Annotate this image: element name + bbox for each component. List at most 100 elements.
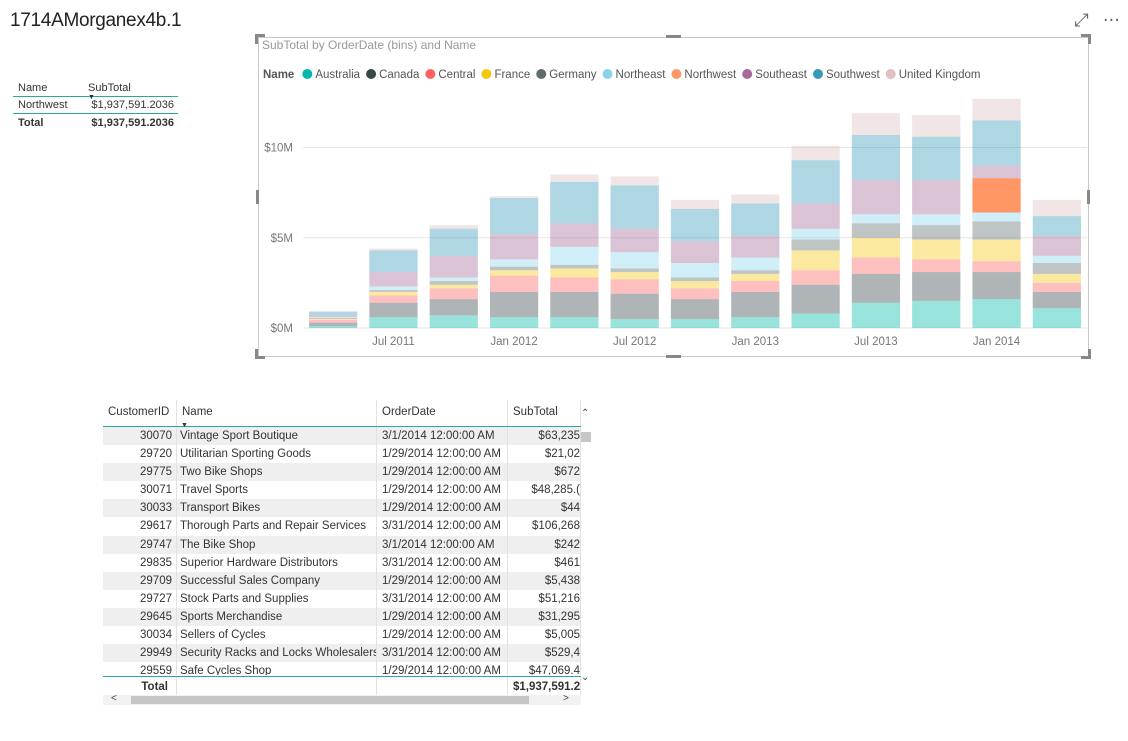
bar-segment-france[interactable] xyxy=(309,318,358,320)
bar-segment-france[interactable] xyxy=(429,284,478,289)
bar-segment-central[interactable] xyxy=(731,281,780,292)
bar-segment-australia[interactable] xyxy=(309,326,358,328)
bar-segment-northeast[interactable] xyxy=(1032,255,1081,264)
bar-segment-canada[interactable] xyxy=(489,291,539,318)
bar-segment-southwest[interactable] xyxy=(670,208,720,242)
bar-segment-germany[interactable] xyxy=(309,318,358,319)
bar-segment-united-kingdom[interactable] xyxy=(550,174,599,182)
bar-segment-canada[interactable] xyxy=(912,272,961,301)
table-row[interactable]: 30071 Travel Sports 1/29/2014 12:00:00 AM $… xyxy=(103,481,581,500)
bar-segment-central[interactable] xyxy=(1032,282,1081,292)
bar-segment-united-kingdom[interactable] xyxy=(309,310,358,312)
table-row[interactable]: 29727 Stock Parts and Supplies 3/31/2014 1… xyxy=(103,589,581,608)
bar-segment-germany[interactable] xyxy=(1032,263,1081,274)
bar-segment-northeast[interactable] xyxy=(791,228,840,240)
bar-segment-southwest[interactable] xyxy=(1032,216,1081,236)
vertical-scrollbar[interactable]: ⌃ ⌄ xyxy=(581,408,591,688)
bar-segment-france[interactable] xyxy=(610,272,659,280)
focus-mode-icon[interactable]: ⤢ xyxy=(1074,10,1089,31)
bar-segment-australia[interactable] xyxy=(489,317,539,328)
table-row[interactable]: 29720 Utilitarian Sporting Goods 1/29/2014… xyxy=(103,445,581,464)
bar-segment-southwest[interactable] xyxy=(912,136,961,181)
bar-segment-france[interactable] xyxy=(912,239,961,260)
bar-segment-southeast[interactable] xyxy=(429,255,478,278)
scroll-up-icon[interactable]: ⌃ xyxy=(581,408,590,419)
bar-segment-united-kingdom[interactable] xyxy=(369,248,418,251)
bar-segment-germany[interactable] xyxy=(851,223,901,238)
bar-segment-northeast[interactable] xyxy=(610,252,659,269)
column-header-orderdate[interactable]: OrderDate xyxy=(377,400,508,426)
bar-segment-central[interactable] xyxy=(489,275,539,292)
table-row[interactable]: 29617 Thorough Parts and Repair Services 3… xyxy=(103,517,581,536)
bar-segment-northeast[interactable] xyxy=(731,257,780,271)
bar-segment-southwest[interactable] xyxy=(309,311,358,316)
bar-segment-northeast[interactable] xyxy=(550,246,599,265)
bar-segment-southeast[interactable] xyxy=(1032,235,1081,256)
bar-segment-canada[interactable] xyxy=(369,302,418,318)
bar-segment-united-kingdom[interactable] xyxy=(791,145,840,161)
more-options-icon[interactable]: ··· xyxy=(1102,10,1120,31)
table-row[interactable]: 29949 Security Racks and Locks Wholesaler… xyxy=(103,644,581,663)
bar-segment-southwest[interactable] xyxy=(429,228,478,256)
column-header-subtotal[interactable]: SubTotal ▼ xyxy=(88,82,178,101)
bar-segment-southeast[interactable] xyxy=(972,165,1021,179)
bar-segment-australia[interactable] xyxy=(610,318,659,328)
resize-handle-top[interactable] xyxy=(666,35,681,38)
resize-handle-top-right[interactable] xyxy=(1081,34,1091,44)
bar-segment-southwest[interactable] xyxy=(972,120,1021,166)
column-header-subtotal[interactable]: SubTotal xyxy=(508,400,581,426)
column-header-name[interactable]: Name xyxy=(18,82,48,94)
bar-segment-southwest[interactable] xyxy=(791,160,840,204)
table-body[interactable]: 30070 Vintage Sport Boutique 3/1/2014 12:0… xyxy=(103,427,581,675)
bar-segment-france[interactable] xyxy=(670,281,720,289)
resize-handle-left[interactable] xyxy=(256,190,259,204)
bar-segment-canada[interactable] xyxy=(1032,291,1081,309)
bar-segment-northwest[interactable] xyxy=(972,178,1021,213)
bar-segment-central[interactable] xyxy=(369,295,418,303)
bar-segment-canada[interactable] xyxy=(791,284,840,314)
resize-handle-bottom-right[interactable] xyxy=(1081,349,1091,359)
bar-segment-germany[interactable] xyxy=(731,270,780,274)
table-row[interactable]: 29559 Safe Cycles Shop 1/29/2014 12:00:00 … xyxy=(103,662,581,675)
bar-segment-united-kingdom[interactable] xyxy=(731,194,780,204)
table-row[interactable]: 29775 Two Bike Shops 1/29/2014 12:00:00 AM… xyxy=(103,463,581,482)
horizontal-scroll-thumb[interactable] xyxy=(131,696,529,704)
bar-segment-northeast[interactable] xyxy=(670,263,720,278)
column-header-customerid[interactable]: CustomerID xyxy=(103,400,177,426)
bar-segment-northeast[interactable] xyxy=(489,259,539,267)
bar-segment-canada[interactable] xyxy=(309,322,358,327)
bar-segment-australia[interactable] xyxy=(550,317,599,328)
bar-segment-southeast[interactable] xyxy=(670,241,720,264)
bar-segment-southwest[interactable] xyxy=(489,198,539,235)
table-row[interactable]: 29835 Superior Hardware Distributors 3/31/… xyxy=(103,553,581,572)
bar-segment-southwest[interactable] xyxy=(851,134,901,181)
resize-handle-top-left[interactable] xyxy=(255,34,265,44)
bar-segment-france[interactable] xyxy=(369,291,418,296)
bar-segment-australia[interactable] xyxy=(1032,308,1081,328)
bar-segment-northeast[interactable] xyxy=(309,317,358,319)
bar-segment-southeast[interactable] xyxy=(610,228,659,253)
stacked-column-chart[interactable]: $0M $5M $10M Jul 2011 Jan 2012 Jul 2012 Jan 20… xyxy=(258,37,1093,360)
resize-handle-bottom[interactable] xyxy=(666,355,681,358)
bar-segment-united-kingdom[interactable] xyxy=(670,199,720,209)
bar-segment-germany[interactable] xyxy=(791,239,840,251)
bar-segment-france[interactable] xyxy=(489,270,539,276)
bar-segment-northeast[interactable] xyxy=(972,212,1021,222)
bar-segment-southwest[interactable] xyxy=(731,203,780,236)
scroll-right-icon[interactable]: > xyxy=(563,693,569,704)
table-row[interactable]: 29747 The Bike Shop 3/1/2014 12:00:00 AM $2… xyxy=(103,535,581,554)
bar-segment-southeast[interactable] xyxy=(309,315,358,318)
bar-segment-australia[interactable] xyxy=(972,299,1021,328)
bar-segment-germany[interactable] xyxy=(429,281,478,285)
bar-segment-southeast[interactable] xyxy=(912,180,961,215)
bar-segment-canada[interactable] xyxy=(851,273,901,303)
bar-segment-australia[interactable] xyxy=(429,315,478,328)
bar-segment-united-kingdom[interactable] xyxy=(610,176,659,186)
bar-segment-france[interactable] xyxy=(550,268,599,278)
scroll-left-icon[interactable]: < xyxy=(111,693,117,704)
bar-segment-northeast[interactable] xyxy=(851,214,901,224)
bar-segment-southeast[interactable] xyxy=(791,203,840,229)
table-row[interactable]: Northwest $1,937,591.2036 xyxy=(13,97,178,113)
bar-segment-germany[interactable] xyxy=(912,225,961,240)
bar-segment-southwest[interactable] xyxy=(610,185,659,229)
